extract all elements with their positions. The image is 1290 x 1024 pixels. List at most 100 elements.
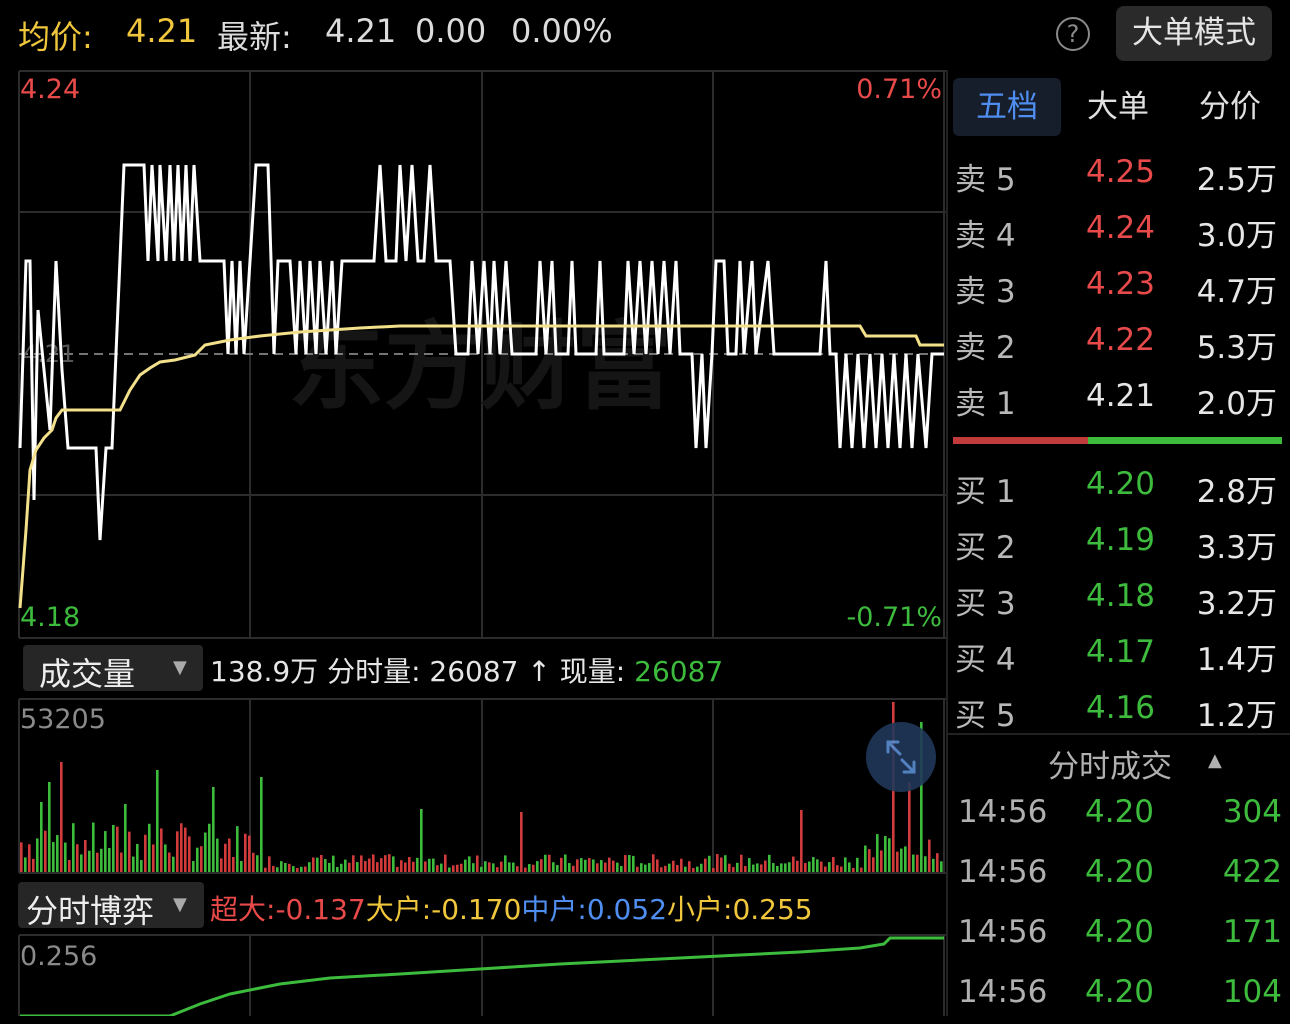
volume-bar <box>468 856 471 872</box>
volume-bar <box>240 861 243 872</box>
level-volume: 1.2万 <box>1196 698 1277 734</box>
volume-bar <box>344 859 347 872</box>
volume-bar <box>500 861 503 872</box>
up-arrow-icon: ↑ <box>527 655 551 688</box>
volume-bar <box>924 856 927 872</box>
volume-bar <box>760 864 763 872</box>
tab-dadan[interactable]: 大单 <box>1087 89 1149 125</box>
ask-level[interactable]: 卖 4 4.24 3.0万 <box>955 200 1285 256</box>
volume-bar <box>436 865 439 872</box>
volume-bar <box>748 858 751 872</box>
volume-bar <box>860 867 863 872</box>
expand-chart-button[interactable] <box>866 722 936 792</box>
volume-bar <box>384 855 387 872</box>
volume-bar <box>200 846 203 872</box>
bogame-chart[interactable] <box>0 934 946 1016</box>
volume-bar <box>280 861 283 872</box>
current-volume-label: 现量: <box>559 655 626 688</box>
volume-bar <box>680 858 683 872</box>
volume-bar <box>60 762 63 872</box>
volume-chart[interactable] <box>0 698 946 876</box>
volume-bar <box>640 863 643 872</box>
tab-fenjia[interactable]: 分价 <box>1199 89 1261 125</box>
volume-bar <box>132 856 135 872</box>
volume-bar <box>720 857 723 872</box>
level-label: 买 3 <box>955 586 1016 622</box>
level-label: 买 1 <box>955 474 1016 510</box>
bid-level[interactable]: 买 1 4.20 2.8万 <box>955 456 1285 512</box>
volume-bar <box>440 863 443 872</box>
ask-level[interactable]: 卖 2 4.22 5.3万 <box>955 312 1285 368</box>
help-icon[interactable]: ? <box>1056 17 1090 51</box>
level-price: 4.20 <box>1085 466 1155 502</box>
volume-bar <box>544 854 547 872</box>
price-axis-max: 4.24 <box>20 74 81 105</box>
volume-bar <box>368 858 371 872</box>
volume-bar <box>464 859 467 872</box>
volume-bar <box>372 854 375 872</box>
ask-level[interactable]: 卖 3 4.23 4.7万 <box>955 256 1285 312</box>
tick-time: 14:56 <box>958 854 1048 890</box>
volume-bar <box>380 858 383 872</box>
volume-bar <box>732 867 735 872</box>
ask-level[interactable]: 卖 1 4.21 2.0万 <box>955 368 1285 424</box>
volume-bar <box>212 787 215 872</box>
volume-bar <box>408 857 411 872</box>
volume-bar <box>700 863 703 872</box>
tab-wudang[interactable]: 五档 <box>953 78 1061 136</box>
ask-level[interactable]: 卖 5 4.25 2.5万 <box>955 144 1285 200</box>
volume-bar <box>364 861 367 872</box>
volume-bar <box>644 864 647 872</box>
volume-bar <box>244 833 247 872</box>
bogame-indicator-select[interactable]: 分时博弈 ▼ <box>18 882 204 930</box>
volume-bar <box>552 862 555 872</box>
volume-bar <box>444 854 447 872</box>
volume-bar <box>576 859 579 872</box>
volume-bar <box>128 831 131 872</box>
volume-bar <box>224 843 227 872</box>
bid-level[interactable]: 买 3 4.18 3.2万 <box>955 568 1285 624</box>
level-price: 4.16 <box>1085 690 1155 726</box>
tick-volume: 304 <box>1222 794 1282 830</box>
volume-bar <box>304 866 307 872</box>
volume-bar <box>864 845 867 872</box>
caret-up-icon[interactable]: ▲ <box>1208 750 1222 771</box>
volume-bar <box>708 855 711 872</box>
volume-bar <box>432 858 435 872</box>
volume-bar <box>136 843 139 872</box>
bid-level[interactable]: 买 5 4.16 1.2万 <box>955 680 1285 736</box>
volume-bar <box>472 863 475 872</box>
volume-bar <box>532 864 535 872</box>
level-label: 买 5 <box>955 698 1016 734</box>
volume-bar <box>48 782 51 872</box>
volume-bar <box>208 823 211 872</box>
volume-bar <box>808 861 811 872</box>
volume-bar <box>232 856 235 872</box>
volume-indicator-select[interactable]: 成交量 ▼ <box>23 645 203 693</box>
price-line <box>18 163 944 541</box>
volume-bar <box>184 827 187 872</box>
bogame-axis-max: 0.256 <box>20 941 98 972</box>
volume-bar <box>452 865 455 872</box>
volume-bar <box>668 863 671 872</box>
volume-bar <box>584 859 587 872</box>
level-price: 4.22 <box>1085 322 1155 358</box>
volume-select-label: 成交量 <box>39 655 136 693</box>
volume-bar <box>336 867 339 872</box>
price-chart[interactable]: 东方财富 4.21 <box>0 70 946 640</box>
level-volume: 2.0万 <box>1196 386 1277 422</box>
big-order-mode-button[interactable]: 大单模式 <box>1116 6 1272 61</box>
volume-bar <box>568 863 571 872</box>
volume-bar <box>932 858 935 872</box>
volume-bar <box>460 863 463 872</box>
volume-bar <box>388 854 391 872</box>
ticks-title[interactable]: 分时成交 <box>1048 749 1172 785</box>
volume-bar <box>148 823 151 872</box>
fenshi-volume-label: 分时量: <box>327 655 421 688</box>
pct-axis-min: -0.71% <box>846 602 942 633</box>
volume-bar <box>852 867 855 872</box>
volume-bar <box>356 862 359 872</box>
bid-level[interactable]: 买 2 4.19 3.3万 <box>955 512 1285 568</box>
bid-level[interactable]: 买 4 4.17 1.4万 <box>955 624 1285 680</box>
volume-bar <box>512 862 515 872</box>
